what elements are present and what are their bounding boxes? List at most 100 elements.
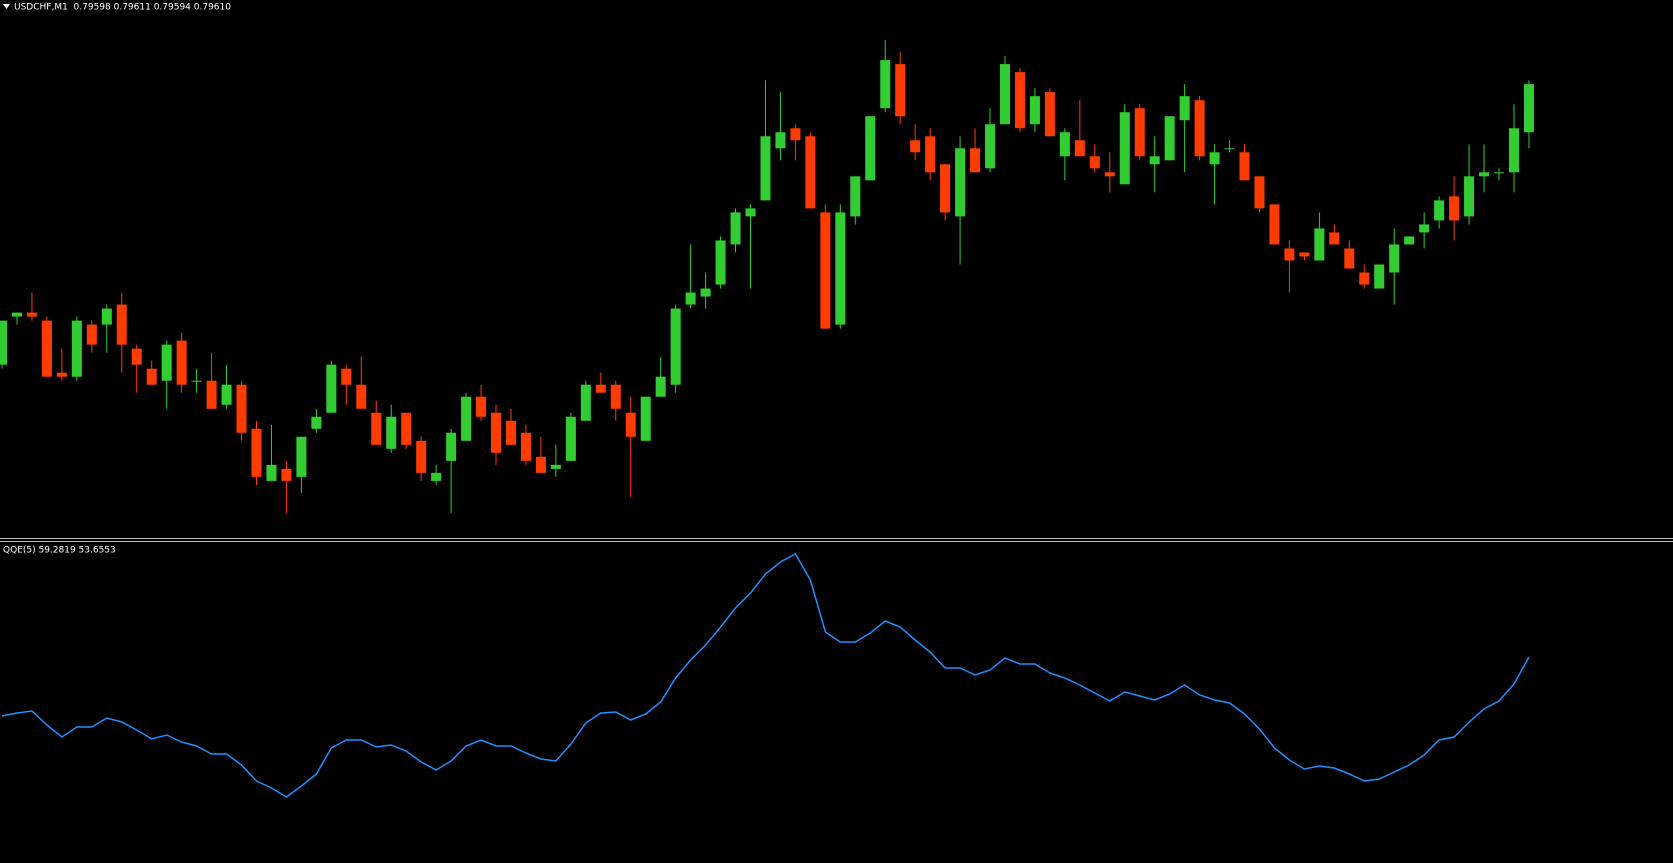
candle-body (999, 64, 1010, 125)
candle-body (1449, 196, 1460, 221)
candle-body (1044, 92, 1055, 137)
candle-body (685, 292, 696, 305)
candle-body (461, 396, 472, 441)
candle-body (431, 472, 442, 481)
candle-body (655, 376, 666, 397)
candle-body (1494, 172, 1504, 174)
candle-body (296, 436, 307, 477)
candle-body (580, 384, 591, 421)
candle-body (925, 136, 936, 173)
candle-body (176, 340, 187, 385)
candle-body (1134, 108, 1145, 157)
candle-body (1523, 84, 1534, 133)
candle-body (895, 64, 906, 117)
candle-body (1239, 152, 1250, 181)
indicator-title: QQE(5) 59.2819 53.6553 (3, 546, 116, 556)
candle-body (236, 384, 247, 433)
candle-body (1299, 252, 1310, 257)
candle-body (1224, 148, 1235, 150)
candle-body (565, 416, 576, 461)
candle-body (595, 384, 606, 393)
candle-body (1194, 100, 1205, 157)
candle-body (850, 176, 861, 217)
candle-body (416, 440, 427, 473)
candle-body (191, 380, 202, 382)
candle-body (835, 212, 846, 325)
candle-body (0, 320, 7, 365)
candle-body (760, 136, 771, 201)
candle-body (1359, 272, 1370, 285)
candle-body (266, 464, 277, 481)
candle-body (1508, 128, 1519, 173)
candle-body (401, 412, 412, 445)
candle-body (715, 240, 726, 285)
candle-body (880, 60, 891, 109)
candle-body (1434, 200, 1445, 221)
candle-body (535, 456, 546, 473)
candle-body (1029, 96, 1040, 125)
candle-body (131, 348, 142, 365)
dropdown-arrow[interactable] (3, 4, 10, 9)
candle-body (955, 148, 966, 217)
candle-body (1314, 228, 1325, 261)
candle-body (1464, 176, 1475, 217)
candle-body (206, 380, 217, 409)
candle-body (341, 368, 352, 385)
candle-body (1164, 116, 1175, 161)
candle-body (970, 148, 981, 173)
candle-body (11, 312, 22, 317)
candle-body (790, 128, 801, 141)
candle-body (281, 468, 292, 481)
candle-body (326, 364, 337, 413)
candle-body (730, 212, 741, 245)
candle-body (1179, 96, 1190, 121)
candle-body (1074, 140, 1085, 157)
candle-body (311, 416, 322, 429)
candle-body (820, 212, 831, 329)
candle-body (520, 432, 531, 461)
candle-body (550, 464, 561, 469)
candle-body (805, 136, 816, 209)
candle-body (910, 140, 921, 153)
candle-body (56, 372, 67, 377)
candle-body (356, 384, 367, 409)
candle-body (1284, 248, 1295, 261)
candle-body (1419, 224, 1430, 233)
candle-body (1254, 176, 1265, 209)
candle-body (1209, 152, 1220, 165)
candle-body (1014, 72, 1025, 129)
candle-body (26, 312, 37, 317)
candle-body (865, 116, 876, 181)
candle-body (161, 344, 172, 381)
candle-body (146, 368, 157, 385)
candle-body (476, 396, 487, 417)
candle-body (985, 124, 996, 169)
candle-body (1119, 112, 1130, 185)
candle-body (1389, 244, 1400, 273)
indicator-line (1, 552, 1530, 798)
symbol-title: USDCHF,M1 0.79598 0.79611 0.79594 0.7961… (14, 3, 231, 13)
candle-body (745, 208, 756, 217)
candle-body (446, 432, 457, 461)
candle-body (491, 412, 502, 453)
candle-body (221, 384, 232, 405)
candle-body (670, 308, 681, 385)
candle-body (1059, 132, 1070, 157)
candle-body (1329, 232, 1340, 245)
candle-body (700, 288, 711, 297)
candle-body (1344, 248, 1355, 269)
candle-body (505, 420, 516, 445)
candle-body (1479, 172, 1490, 177)
candle-body (1089, 156, 1100, 169)
candle-body (610, 384, 621, 409)
candle-body (1374, 264, 1385, 289)
candle-body (251, 428, 262, 477)
candle-body (1269, 204, 1280, 245)
candle-body (775, 132, 786, 149)
candle-body (116, 304, 127, 345)
candle-body (86, 324, 97, 345)
candle-body (1404, 236, 1415, 245)
